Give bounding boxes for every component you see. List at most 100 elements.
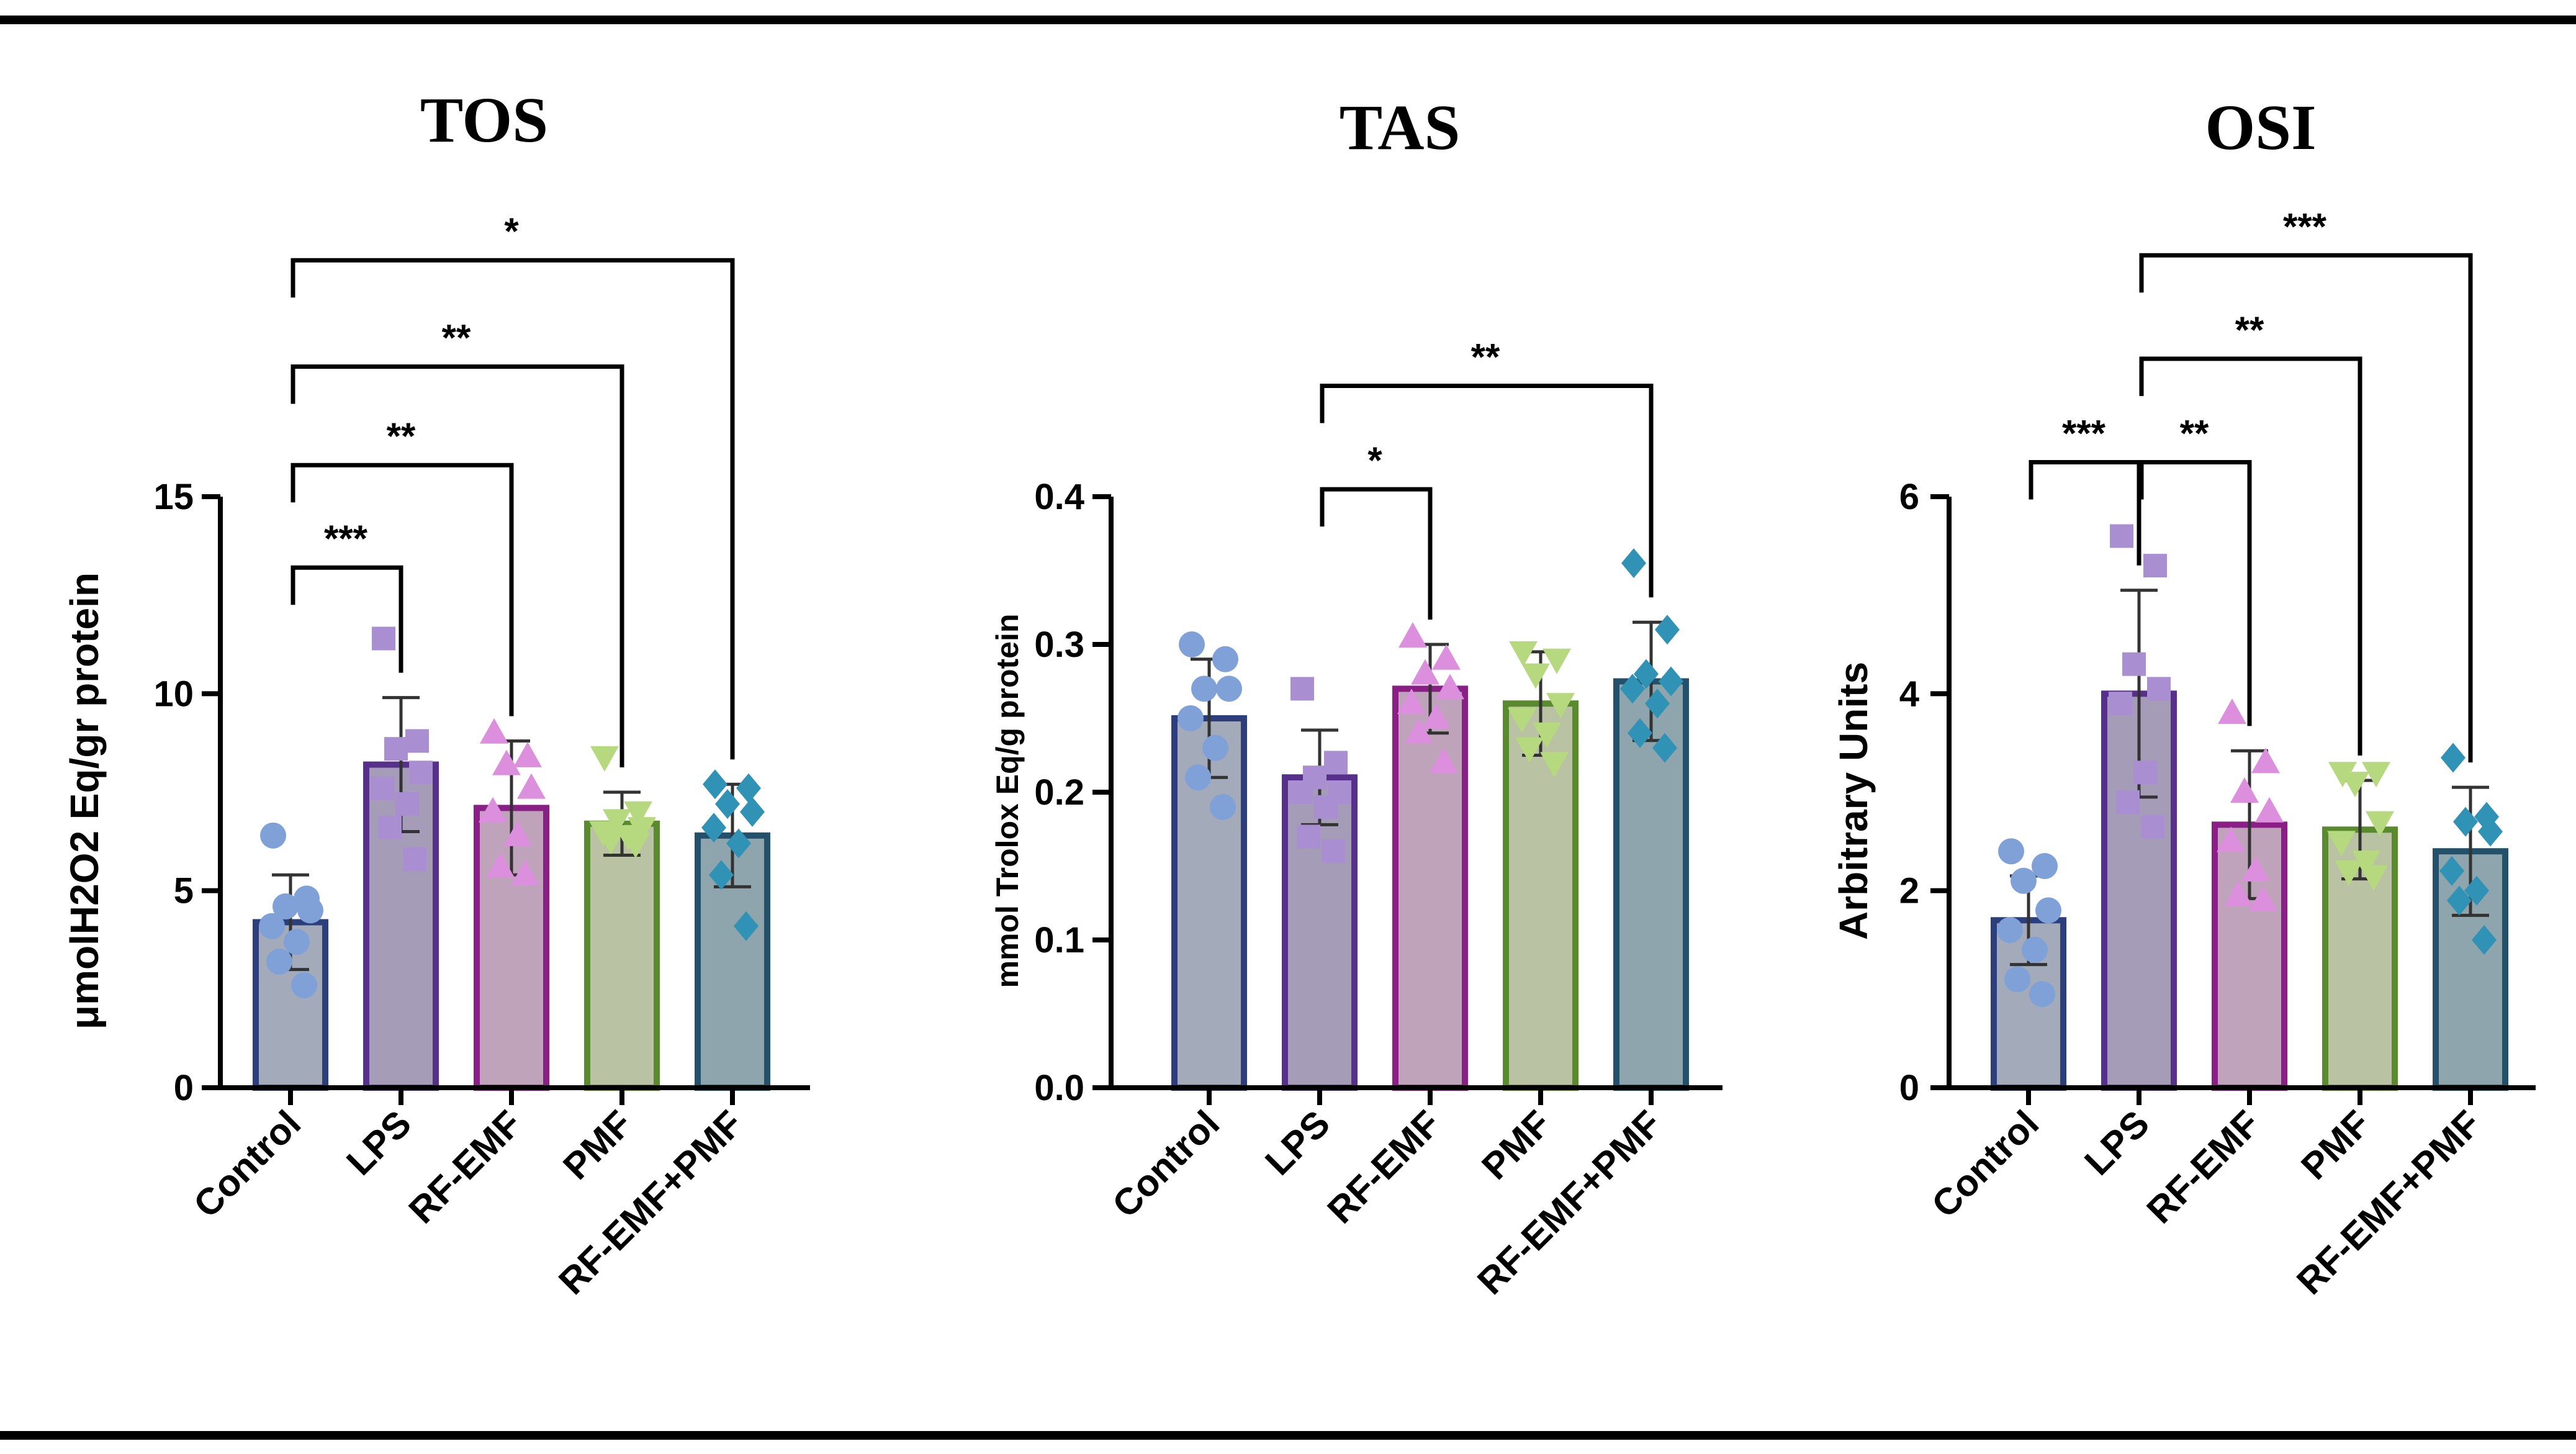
tas-point-0-7 bbox=[1210, 793, 1236, 820]
tos-significance-bracket-2 bbox=[290, 364, 624, 767]
tos-point-2-7 bbox=[511, 860, 539, 886]
tas-category-label-0: Control bbox=[1104, 1103, 1227, 1226]
tos-point-2-0 bbox=[480, 718, 508, 744]
tas-point-2-3 bbox=[1436, 674, 1464, 700]
tas-significance-label-1: ** bbox=[1471, 336, 1500, 378]
osi-significance-bracket-0 bbox=[2029, 459, 2141, 566]
tas-point-1-6 bbox=[1297, 824, 1320, 849]
tas-point-1-4 bbox=[1289, 780, 1313, 804]
tas-point-2-2 bbox=[1411, 659, 1439, 685]
osi-point-4-5 bbox=[2464, 875, 2489, 906]
osi-point-4-7 bbox=[2472, 925, 2497, 955]
tas-significance-bracket-0 bbox=[1320, 487, 1433, 620]
tas-point-2-0 bbox=[1398, 622, 1427, 648]
osi-point-3-2 bbox=[2341, 772, 2369, 798]
osi-y-tick-label-2: 4 bbox=[1899, 674, 1919, 714]
osi-y-tick-label-0: 0 bbox=[1899, 1068, 1919, 1108]
tos-category-label-0: Control bbox=[186, 1103, 308, 1226]
tas-point-1-5 bbox=[1314, 795, 1338, 819]
osi-point-3-1 bbox=[2362, 762, 2390, 788]
osi-point-4-4 bbox=[2439, 856, 2464, 886]
osi-significance-label-2: ** bbox=[2235, 309, 2264, 351]
tos-point-1-2 bbox=[384, 737, 408, 761]
tas-y-axis-label: mmol Trolox Eq/g protein bbox=[990, 614, 1025, 988]
tos-point-2-4 bbox=[479, 797, 507, 823]
tos-category-label-1: LPS bbox=[338, 1103, 419, 1183]
osi-point-2-2 bbox=[2230, 777, 2259, 803]
tos-point-0-6 bbox=[266, 948, 292, 975]
osi-significance-label-3: *** bbox=[2283, 205, 2327, 247]
tos-point-2-1 bbox=[513, 741, 542, 767]
osi-significance-bracket-2 bbox=[2139, 356, 2362, 756]
tas-point-2-7 bbox=[1430, 747, 1458, 774]
tas-point-4-5 bbox=[1645, 689, 1670, 719]
tas-point-3-5 bbox=[1533, 722, 1561, 748]
osi-point-3-4 bbox=[2327, 831, 2356, 857]
tas-point-0-1 bbox=[1212, 646, 1238, 672]
osi-point-0-0 bbox=[1998, 838, 2024, 865]
tas-point-0-3 bbox=[1216, 675, 1242, 702]
tos-significance-label-2: ** bbox=[442, 317, 471, 359]
tas-point-0-2 bbox=[1191, 675, 1217, 702]
tas-point-3-1 bbox=[1542, 648, 1571, 674]
tas-significance-label-0: * bbox=[1367, 440, 1382, 481]
tos-point-4-6 bbox=[709, 860, 734, 890]
tos-point-0-7 bbox=[291, 972, 317, 998]
tas-point-0-5 bbox=[1202, 734, 1228, 761]
tas-point-4-1 bbox=[1655, 615, 1680, 645]
osi-point-0-1 bbox=[2032, 853, 2058, 879]
tos-point-0-3 bbox=[297, 897, 323, 924]
tos-point-1-7 bbox=[403, 847, 426, 871]
tos-point-4-5 bbox=[726, 828, 751, 859]
osi-point-4-6 bbox=[2447, 885, 2472, 916]
tas-point-4-0 bbox=[1621, 548, 1646, 579]
tos-y-tick-label-0: 0 bbox=[174, 1068, 194, 1108]
tos-point-3-1 bbox=[624, 801, 652, 827]
osi-y-tick-label-1: 2 bbox=[1899, 871, 1919, 911]
tos-significance-label-3: * bbox=[504, 210, 519, 252]
tos-category-label-2: RF-EMF bbox=[401, 1103, 530, 1232]
osi-point-0-4 bbox=[1997, 917, 2023, 944]
tas-point-2-4 bbox=[1397, 689, 1426, 715]
tos-y-axis-label: μmolH2O2 Eq/gr protein bbox=[62, 572, 107, 1029]
osi-point-2-3 bbox=[2255, 797, 2284, 823]
tos-y-tick-label-1: 5 bbox=[174, 871, 194, 911]
osi-significance-bracket-3 bbox=[2139, 253, 2473, 763]
tos-point-1-4 bbox=[371, 776, 394, 800]
tas-y-tick-label-1: 0.1 bbox=[1034, 920, 1084, 960]
tas-point-3-7 bbox=[1540, 752, 1569, 778]
tas-category-label-2: RF-EMF bbox=[1320, 1103, 1449, 1232]
osi-significance-label-1: ** bbox=[2180, 412, 2209, 454]
tas-y-tick-label-2: 0.2 bbox=[1034, 772, 1084, 813]
tos-point-2-2 bbox=[492, 749, 521, 775]
tos-point-4-7 bbox=[734, 911, 759, 941]
osi-point-2-6 bbox=[2224, 880, 2253, 906]
tas-point-2-1 bbox=[1432, 644, 1461, 670]
osi-point-1-3 bbox=[2147, 677, 2171, 701]
tas-point-4-2 bbox=[1634, 659, 1659, 689]
tos-y-tick-label-3: 15 bbox=[153, 477, 194, 517]
tos-bar-3 bbox=[584, 820, 660, 1091]
osi-point-0-6 bbox=[2004, 966, 2030, 993]
tas-bar-3 bbox=[1503, 700, 1578, 1091]
osi-point-0-5 bbox=[2022, 936, 2048, 963]
osi-point-2-5 bbox=[2241, 856, 2270, 882]
tos-point-4-2 bbox=[715, 789, 740, 820]
osi-point-4-0 bbox=[2441, 743, 2466, 773]
tas-point-3-4 bbox=[1508, 708, 1536, 733]
osi-point-2-0 bbox=[2218, 698, 2246, 725]
osi-point-0-3 bbox=[2035, 897, 2061, 924]
tas-y-tick-label-3: 0.3 bbox=[1034, 625, 1084, 665]
tos-point-1-5 bbox=[395, 792, 419, 816]
tas-point-4-6 bbox=[1628, 718, 1652, 748]
tas-point-4-4 bbox=[1620, 674, 1645, 704]
osi-point-3-7 bbox=[2359, 865, 2388, 891]
tas-point-1-0 bbox=[1290, 677, 1314, 701]
tos-point-2-3 bbox=[517, 773, 546, 799]
osi-y-axis-label: Arbitrary Units bbox=[1831, 662, 1876, 940]
tos-point-4-0 bbox=[703, 769, 727, 800]
osi-significance-bracket-1 bbox=[2139, 459, 2252, 726]
tas-point-2-6 bbox=[1405, 718, 1433, 744]
tas-category-label-1: LPS bbox=[1257, 1103, 1338, 1183]
